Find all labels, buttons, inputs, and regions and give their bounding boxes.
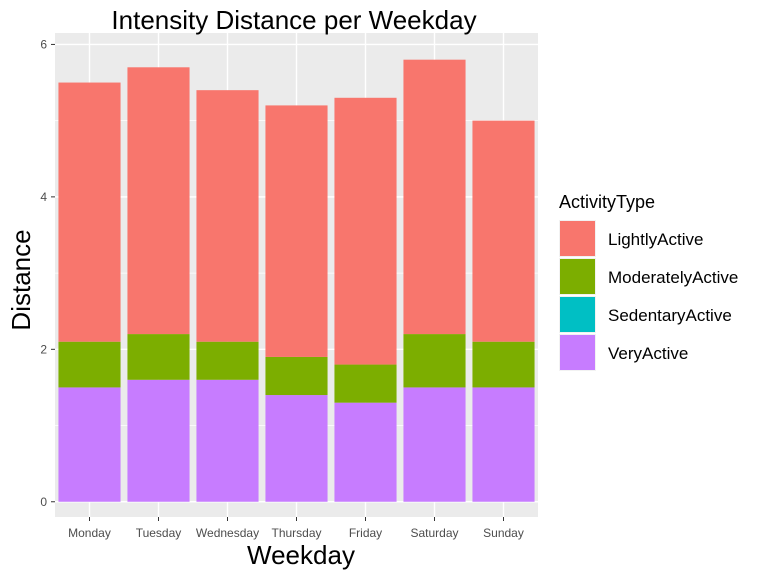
y-tick-label: 4 [40,190,47,204]
bar-segment-lightlyactive-sunday [472,120,535,342]
y-axis-ticks: 0 2 4 6 [40,37,55,509]
legend-label-lightlyactive: LightlyActive [608,230,703,249]
bars [58,59,535,502]
y-tick-label: 0 [40,495,47,509]
bar-segment-moderatelyactive-monday [58,341,121,388]
legend-title: ActivityType [559,192,655,212]
bar-segment-veryactive-monday [58,387,121,502]
legend-label-moderatelyactive: ModeratelyActive [608,268,738,287]
bar-segment-veryactive-wednesday [196,379,259,502]
x-tick-label-thursday: Thursday [271,526,321,540]
bar-segment-lightlyactive-thursday [265,105,328,357]
bar-segment-moderatelyactive-saturday [403,334,466,388]
bar-segment-lightlyactive-tuesday [127,67,190,335]
legend-swatch-veryactive [560,335,595,370]
legend-swatch-sedentaryactive [560,297,595,332]
legend-label-sedentaryactive: SedentaryActive [608,306,732,325]
x-tick-label-monday: Monday [68,526,111,540]
bar-segment-veryactive-sunday [472,387,535,502]
legend-items: LightlyActive ModeratelyActive SedentaryAc… [559,220,738,371]
x-tick-label-sunday: Sunday [483,526,524,540]
bar-segment-lightlyactive-wednesday [196,90,259,342]
y-tick-label: 6 [40,37,47,51]
x-tick-label-friday: Friday [349,526,382,540]
x-tick-label-tuesday: Tuesday [136,526,182,540]
x-tick-label-wednesday: Wednesday [196,526,259,540]
bar-segment-veryactive-thursday [265,395,328,502]
bar-segment-veryactive-tuesday [127,379,190,502]
bar-segment-lightlyactive-friday [334,97,397,365]
x-axis-title: Weekday [247,540,355,570]
legend-label-veryactive: VeryActive [608,344,688,363]
bar-segment-veryactive-friday [334,402,397,502]
legend: ActivityType LightlyActive ModeratelyActi… [559,192,738,371]
legend-swatch-lightlyactive [560,221,595,256]
bar-segment-moderatelyactive-wednesday [196,341,259,380]
bar-segment-moderatelyactive-tuesday [127,334,190,380]
x-axis-ticks: Monday Tuesday Wednesday Thursday Friday Satu… [68,517,524,540]
bar-segment-moderatelyactive-thursday [265,356,328,396]
bar-segment-moderatelyactive-sunday [472,341,535,388]
y-tick-label: 2 [40,342,47,356]
legend-swatch-moderatelyactive [560,259,595,294]
chart-title: Intensity Distance per Weekday [111,5,476,35]
y-axis-title: Distance [6,229,36,330]
bar-segment-moderatelyactive-friday [334,364,397,403]
bar-segment-lightlyactive-saturday [403,59,466,335]
bar-segment-lightlyactive-monday [58,82,121,342]
x-tick-label-saturday: Saturday [410,526,458,540]
bar-segment-veryactive-saturday [403,387,466,502]
